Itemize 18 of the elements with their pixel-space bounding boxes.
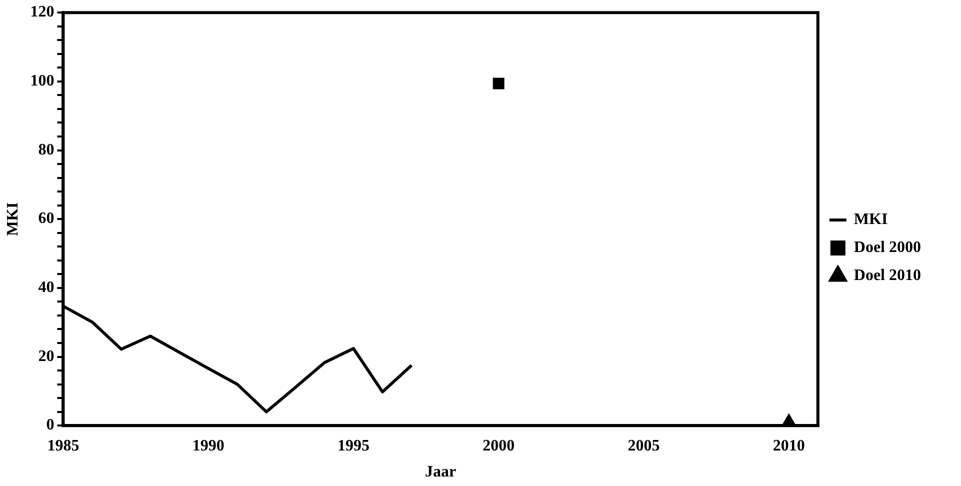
y-tick-label: 0 [46, 416, 54, 434]
x-tick-label: 1985 [47, 437, 80, 454]
x-tick-label: 1995 [337, 437, 370, 454]
x-tick-label: 2000 [482, 437, 515, 454]
y-tick-label: 100 [30, 72, 54, 90]
y-axis-title: MKI [4, 202, 22, 236]
y-tick-label: 20 [38, 348, 54, 365]
x-axis-title: Jaar [424, 464, 456, 481]
x-tick-label: 2010 [772, 437, 805, 454]
x-tick-label: 2005 [628, 437, 660, 454]
x-tick-label: 1990 [192, 437, 224, 454]
y-tick-label: 120 [30, 4, 54, 21]
y-tick-label: 60 [38, 210, 54, 228]
legend-label: Doel 2010 [854, 267, 922, 284]
y-tick-label: 80 [38, 141, 54, 158]
legend-label: Doel 2000 [854, 239, 922, 256]
y-tick-label: 40 [38, 279, 54, 296]
legend-label: MKI [854, 211, 888, 228]
